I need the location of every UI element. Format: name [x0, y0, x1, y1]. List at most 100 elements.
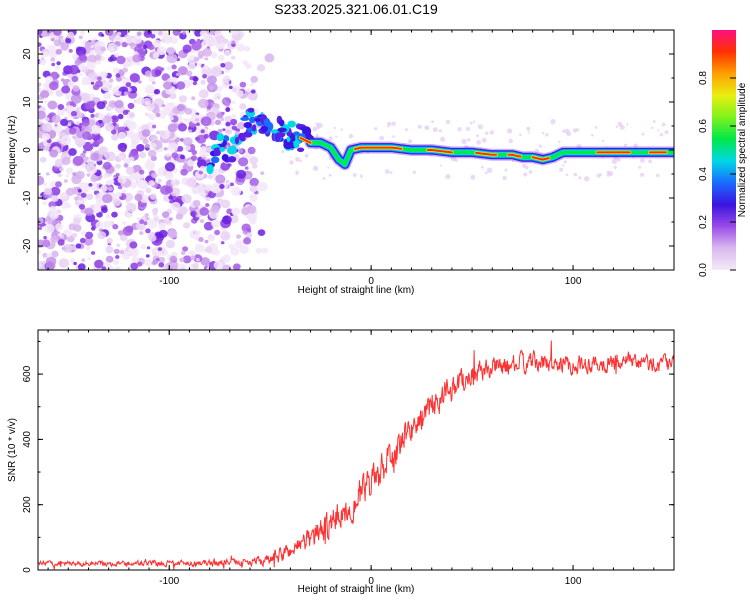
noise-blob — [43, 235, 47, 240]
signal-blob — [299, 126, 308, 131]
noise-blob — [182, 246, 189, 252]
signal-blob — [277, 127, 287, 133]
faint-dot — [584, 176, 590, 182]
faint-dot — [281, 150, 285, 154]
noise-blob — [198, 89, 209, 99]
noise-blob — [60, 118, 69, 127]
noise-blob — [235, 90, 244, 98]
noise-blob — [60, 41, 70, 50]
faint-dot — [389, 171, 393, 174]
faint-dot — [322, 177, 326, 180]
signal-blob — [216, 133, 224, 142]
noise-blob — [38, 82, 42, 87]
noise-blob — [196, 122, 200, 126]
noise-blob — [52, 166, 59, 173]
noise-blob — [43, 51, 50, 57]
signal-blob — [287, 120, 296, 128]
noise-blob — [200, 79, 206, 85]
noise-blob — [95, 221, 104, 229]
noise-blob — [50, 186, 61, 196]
noise-blob — [160, 185, 171, 195]
noise-blob — [122, 67, 128, 73]
noise-blob — [88, 183, 93, 187]
noise-blob — [113, 248, 120, 255]
faint-dot — [559, 167, 564, 172]
signal-blob — [227, 146, 237, 155]
noise-blob — [220, 117, 225, 122]
noise-blob — [144, 100, 150, 106]
noise-blob — [220, 231, 231, 241]
noise-blob — [177, 123, 187, 132]
noise-blob — [71, 232, 78, 238]
noise-blob — [195, 118, 200, 122]
noise-blob — [73, 224, 82, 232]
noise-blob — [198, 54, 204, 59]
noise-blob — [124, 35, 134, 44]
noise-blob — [203, 133, 209, 139]
noise-blob — [168, 260, 179, 270]
noise-blob — [65, 167, 74, 174]
signal-track-peak — [354, 146, 403, 150]
faint-dot — [466, 126, 470, 131]
faint-dot — [348, 134, 354, 139]
noise-blob — [38, 42, 42, 47]
y-tick-label: 0 — [22, 567, 33, 573]
noise-blob — [96, 101, 106, 110]
noise-blob — [224, 115, 232, 123]
noise-blob — [200, 129, 205, 134]
noise-blob — [184, 107, 193, 115]
colorbar-tick-label: 0.4 — [698, 167, 709, 181]
noise-blob — [139, 219, 145, 225]
noise-blob — [255, 247, 263, 254]
faint-dot — [472, 120, 476, 123]
signal-blob — [221, 154, 229, 162]
y-tick-label: 200 — [22, 496, 33, 513]
x-tick-label: 0 — [368, 276, 374, 287]
snr-panel: -100 0 100 0 200 400 600 Height of straight l… — [7, 329, 675, 595]
noise-blob — [241, 223, 251, 233]
noise-blob — [206, 109, 210, 112]
noise-blob — [95, 80, 103, 88]
noise-blob — [153, 88, 161, 95]
noise-blob — [180, 168, 188, 176]
noise-blob — [55, 89, 64, 97]
noise-blob — [38, 175, 45, 186]
spectrogram-y-label: Frequency (Hz) — [7, 116, 18, 185]
noise-blob — [142, 138, 149, 145]
noise-blob — [69, 101, 75, 106]
faint-dot — [596, 173, 601, 178]
noise-blob — [82, 141, 94, 152]
noise-blob — [151, 81, 156, 85]
noise-blob — [146, 158, 152, 163]
noise-blob — [146, 113, 152, 118]
noise-blob — [119, 234, 128, 242]
noise-blob — [111, 134, 119, 141]
noise-blob — [139, 151, 146, 159]
noise-blob — [103, 261, 112, 269]
noise-blob — [158, 229, 168, 238]
noise-blob — [97, 76, 102, 81]
noise-blob — [72, 53, 78, 60]
faint-dot — [387, 121, 392, 127]
noise-blob — [109, 179, 115, 184]
noise-blob — [44, 221, 48, 225]
y-tick-label: 600 — [22, 365, 33, 382]
noise-blob — [108, 100, 117, 108]
noise-blob — [42, 182, 48, 186]
faint-dot — [404, 128, 408, 132]
noise-blob — [162, 265, 171, 270]
noise-blob — [117, 230, 124, 236]
noise-blob — [157, 178, 162, 183]
noise-blob — [204, 57, 209, 61]
noise-blob — [151, 172, 158, 179]
noise-blob — [165, 239, 176, 249]
y-tick-label: 10 — [22, 96, 33, 108]
signal-track-peak — [426, 149, 453, 154]
faint-dot — [538, 144, 543, 148]
noise-blob — [177, 263, 187, 270]
noise-blob — [222, 128, 226, 132]
noise-blob — [67, 122, 72, 127]
noise-blob — [68, 148, 77, 156]
faint-dot — [638, 165, 642, 169]
noise-blob — [82, 131, 92, 140]
